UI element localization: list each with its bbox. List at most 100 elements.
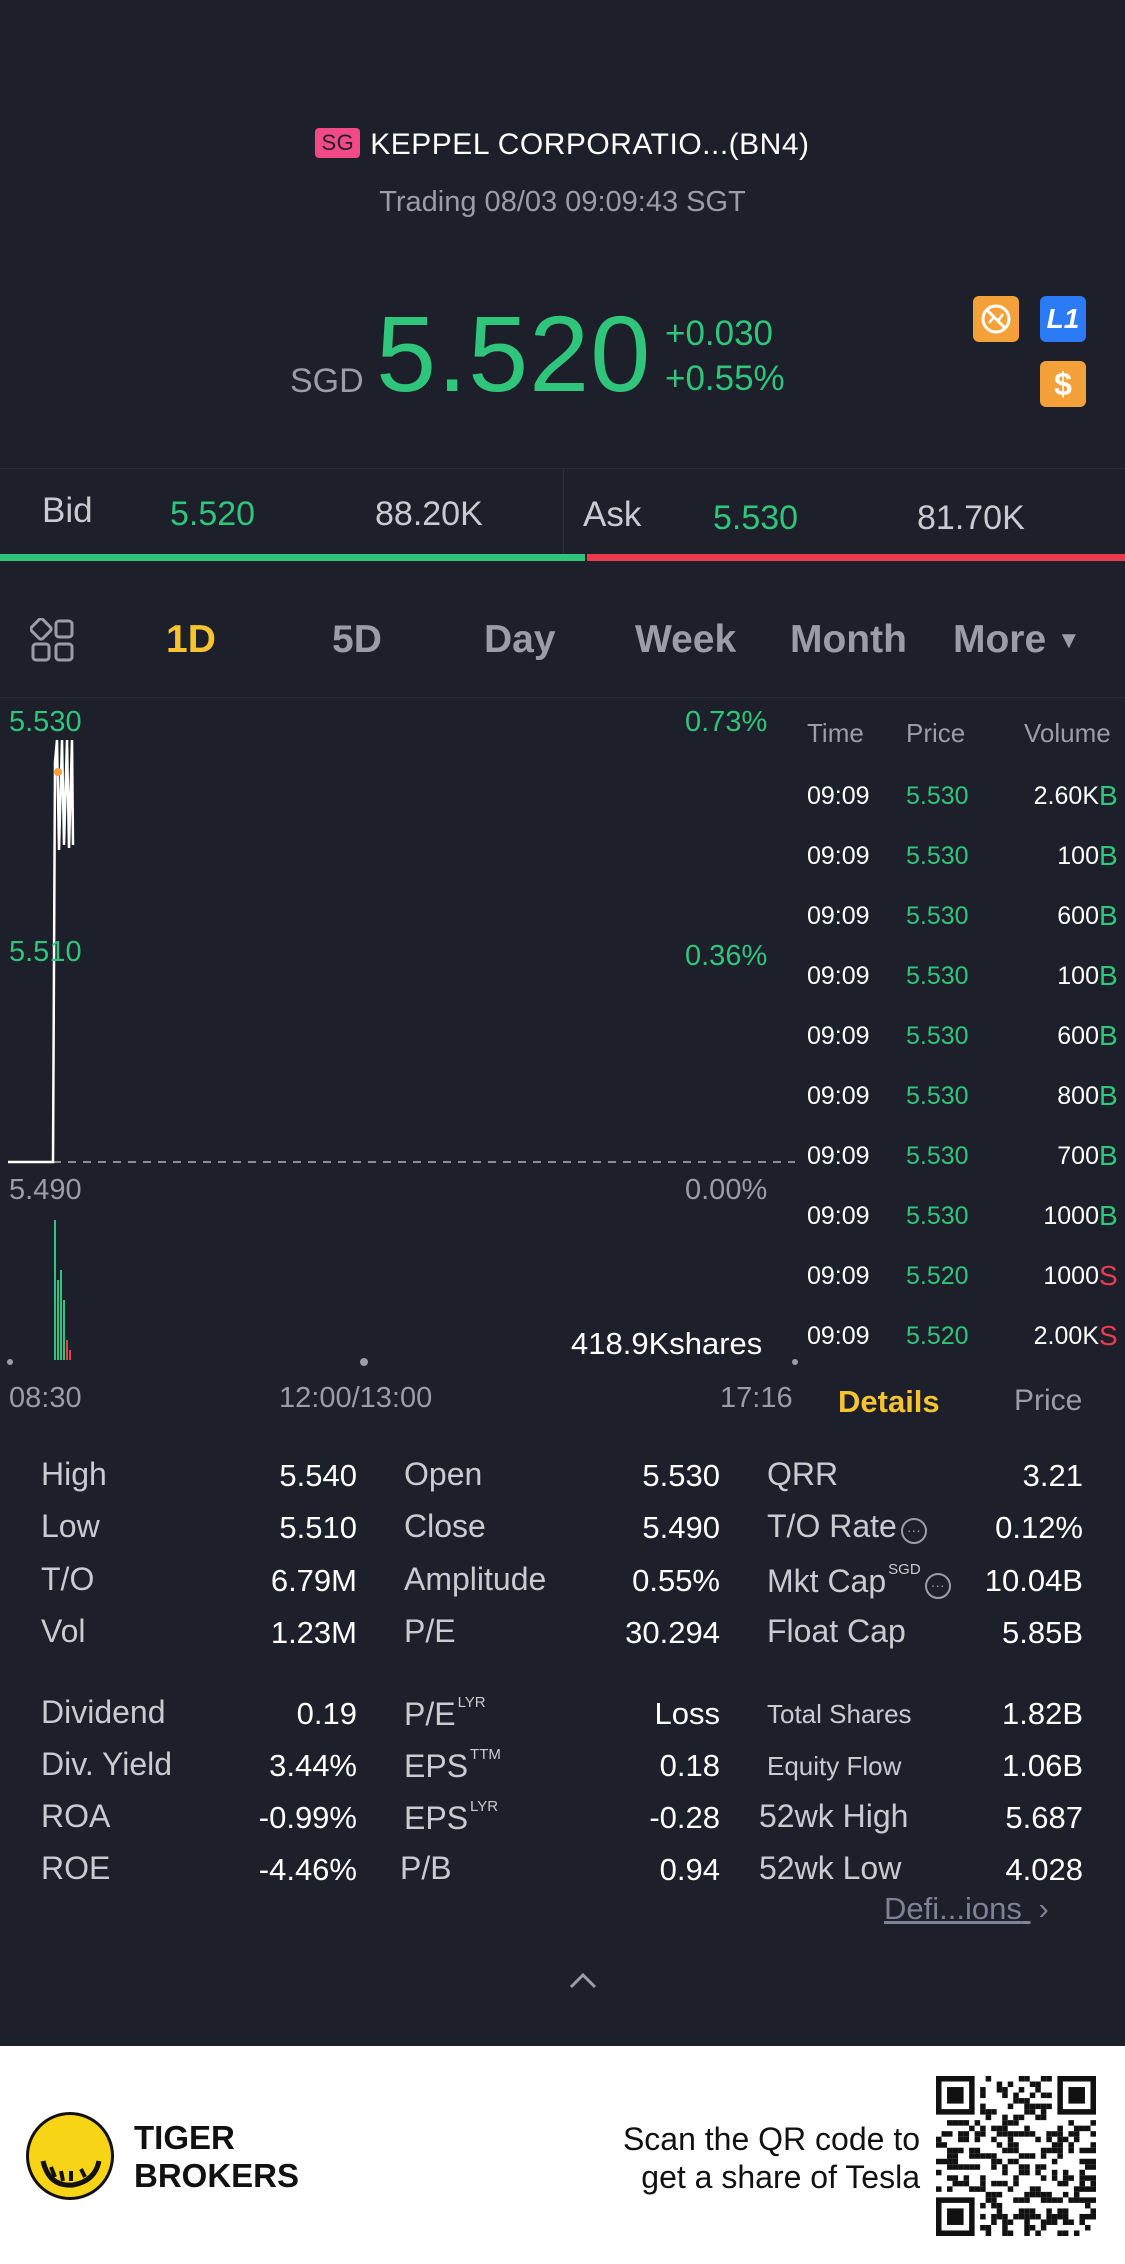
price-change: +0.030 (665, 314, 774, 353)
qr-module (947, 2158, 953, 2165)
qr-module (980, 2125, 986, 2132)
brand-line-2: BROKERS (134, 2157, 300, 2194)
qr-module (974, 2136, 981, 2143)
ts-time: 09:09 (807, 842, 870, 870)
tab-day[interactable]: Day (484, 618, 556, 661)
qr-module (1013, 2158, 1019, 2165)
qr-module (1002, 2092, 1008, 2099)
qr-module (1046, 2076, 1052, 2082)
qr-module (1046, 2103, 1052, 2110)
qr-module (1024, 2219, 1030, 2225)
tab-price[interactable]: Price (1014, 1384, 1083, 1417)
info-icon[interactable]: ··· (924, 1573, 951, 1599)
qr-module (1073, 2125, 1080, 2132)
stock-name: KEPPEL CORPORATIO...(BN4) (370, 128, 810, 161)
qr-module (1013, 2197, 1019, 2203)
ts-price: 5.530 (906, 1082, 969, 1110)
qr-module (1029, 2153, 1036, 2159)
qr-module (952, 2153, 959, 2159)
qr-module (1035, 2213, 1041, 2220)
price-change-percent: +0.55% (665, 359, 785, 398)
tab-details[interactable]: Details (838, 1384, 940, 1419)
qr-module (1024, 2213, 1030, 2220)
stat-value: 5.490 (642, 1510, 720, 1545)
chevron-up-icon[interactable] (568, 1970, 598, 1995)
brand-line-1: TIGER (134, 2119, 235, 2156)
qr-module (958, 2180, 964, 2187)
qr-module (1029, 2208, 1036, 2214)
tab-5d[interactable]: 5D (332, 618, 382, 661)
qr-module (980, 2153, 986, 2159)
qr-module (1002, 2087, 1008, 2093)
level1-quote-icon[interactable]: L1 (1040, 296, 1086, 342)
tab-month[interactable]: Month (790, 618, 907, 661)
stat-label: ROE (41, 1850, 110, 1887)
qr-module (996, 2125, 1003, 2132)
stat-label: Div. Yield (41, 1746, 172, 1783)
session-marker (792, 1359, 798, 1365)
stat-label-text: Div. Yield (41, 1746, 173, 1782)
qr-module (996, 2081, 1003, 2088)
tab-week[interactable]: Week (635, 618, 737, 661)
qr-module (1079, 2125, 1085, 2132)
bid-ask-bar[interactable]: Bid 5.520 88.20K Ask 5.530 81.70K (0, 468, 1125, 560)
qr-module (980, 2186, 986, 2192)
qr-module (996, 2180, 1003, 2187)
ts-time: 09:09 (807, 962, 870, 990)
stat-label: Float Cap (767, 1613, 906, 1650)
stock-title[interactable]: SG KEPPEL CORPORATIO...(BN4) (0, 128, 1125, 162)
qr-module (974, 2153, 981, 2159)
qr-module (996, 2191, 1003, 2198)
qr-module (936, 2169, 942, 2176)
qr-module (1002, 2169, 1008, 2176)
qr-module (1002, 2164, 1008, 2170)
qr-module (1079, 2219, 1085, 2225)
ask-label: Ask (583, 495, 642, 534)
qr-module (1051, 2197, 1058, 2203)
qr-module (1013, 2142, 1019, 2148)
market-badge: SG (315, 128, 361, 158)
qr-module (1046, 2213, 1052, 2220)
qr-module (1029, 2213, 1036, 2220)
bid-label: Bid (42, 491, 93, 530)
ts-side: B (1099, 780, 1118, 811)
qr-module (947, 2164, 953, 2170)
stat-label-text: QRR (767, 1456, 839, 1492)
qr-module (1079, 2158, 1085, 2165)
intraday-chart[interactable] (0, 700, 800, 1370)
qr-module (1035, 2087, 1041, 2093)
qr-module (1002, 2120, 1008, 2126)
tab-more[interactable]: More ▼ (953, 618, 1081, 662)
quote-header: SG KEPPEL CORPORATIO...(BN4) Trading 08/0… (0, 0, 1125, 468)
stat-value: 1.82B (1001, 1696, 1083, 1731)
stat-label: Close (404, 1508, 486, 1545)
qr-module (1090, 2208, 1096, 2214)
stat-label-text: Mkt Cap (767, 1563, 887, 1599)
qr-module (1018, 2114, 1025, 2121)
qr-module (1013, 2213, 1019, 2220)
qr-module (1079, 2147, 1085, 2154)
ts-volume: 2.00K (1033, 1322, 1099, 1350)
qr-module (1029, 2191, 1036, 2198)
ts-price: 5.530 (906, 782, 969, 810)
grid-icon[interactable] (29, 617, 76, 669)
qr-module (980, 2175, 986, 2181)
qr-module (996, 2213, 1003, 2220)
qr-module (980, 2224, 986, 2231)
tab-1d[interactable]: 1D (166, 618, 216, 661)
qr-module (936, 2142, 942, 2148)
stat-label-text: Vol (41, 1613, 86, 1649)
dollar-icon[interactable]: $ (1040, 361, 1086, 407)
ts-time: 09:09 (807, 902, 870, 930)
qr-module (1029, 2131, 1036, 2137)
stat-label-text: Equity Flow (767, 1751, 902, 1781)
definitions-link[interactable]: Defi...ions › (884, 1891, 1049, 1927)
qr-module (941, 2142, 948, 2148)
qr-module (991, 2158, 997, 2165)
info-icon[interactable]: ··· (900, 1518, 927, 1544)
qr-module (1046, 2191, 1052, 2198)
no-short-sell-icon[interactable] (973, 296, 1019, 342)
stat-label-text: 52wk Low (759, 1850, 902, 1886)
qr-module (1079, 2180, 1085, 2187)
qr-module (1046, 2092, 1052, 2099)
